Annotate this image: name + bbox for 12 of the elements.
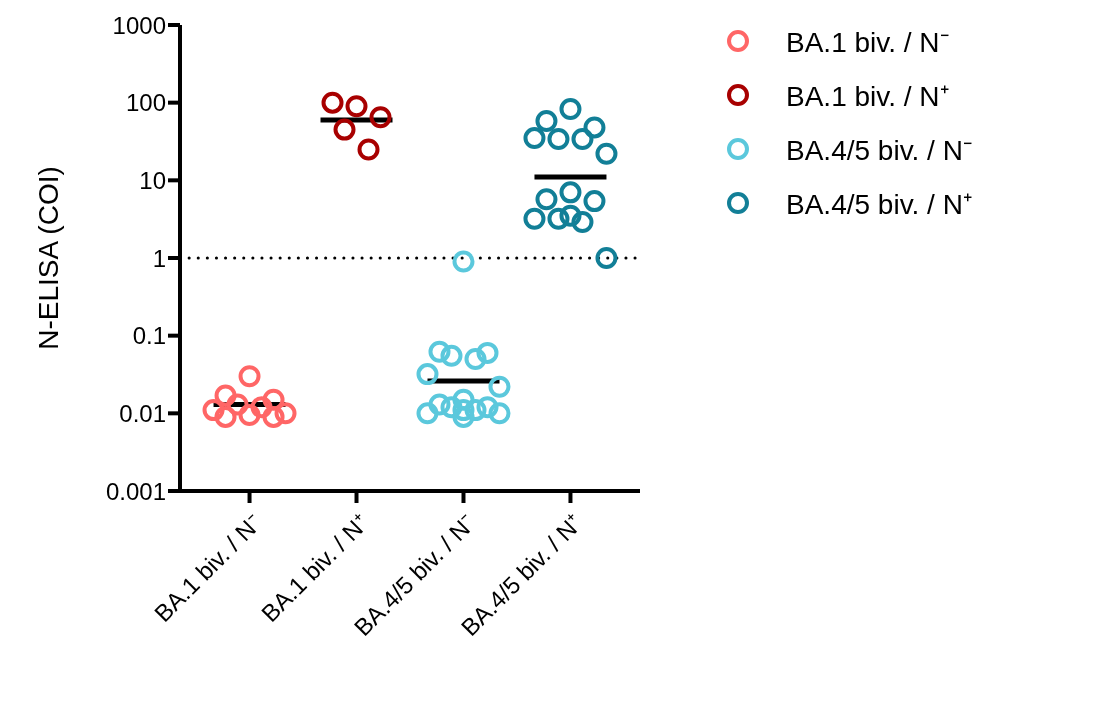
y-tick-label: 1: [152, 244, 166, 272]
y-tick-label: 100: [125, 89, 166, 117]
legend-label: BA.1 biv. / N⁺: [786, 80, 949, 114]
legend-label: BA.4/5 biv. / N⁻: [786, 134, 972, 168]
y-axis-title: N-ELISA (COI): [32, 166, 64, 350]
y-tick-label: 1000: [112, 11, 166, 39]
legend-label: BA.4/5 biv. / N⁺: [786, 188, 972, 222]
y-tick-label: 0.001: [105, 477, 166, 505]
legend-label: BA.1 biv. / N⁻: [786, 26, 949, 60]
y-tick-label: 0.1: [132, 322, 166, 350]
y-tick-label: 0.01: [119, 399, 166, 427]
y-tick-label: 10: [139, 166, 166, 194]
